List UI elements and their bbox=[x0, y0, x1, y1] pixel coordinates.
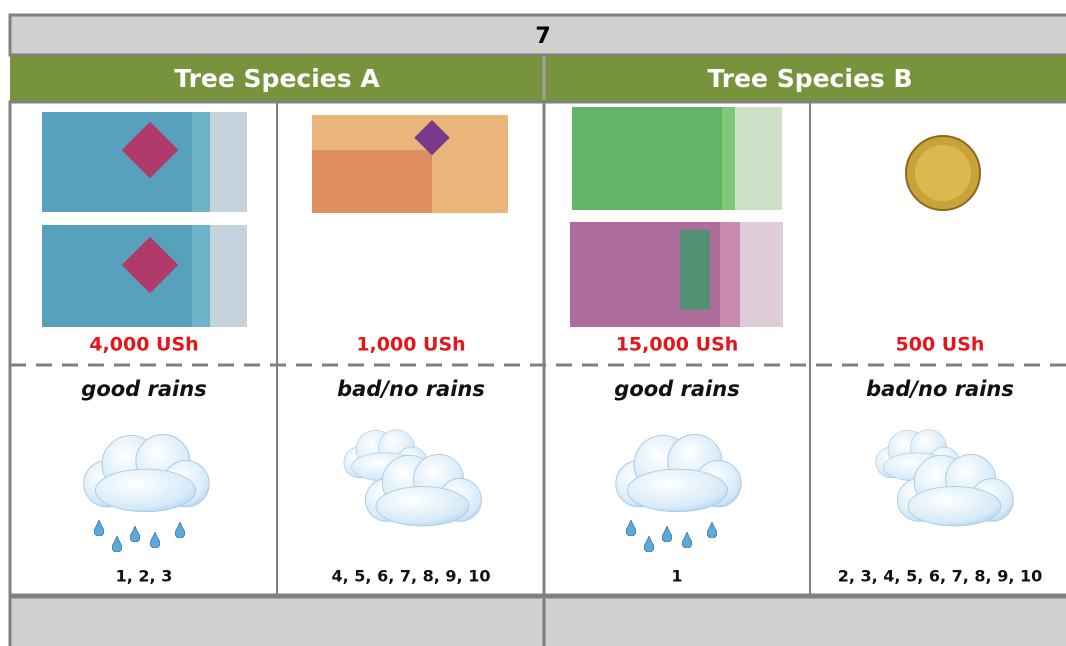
rain-label: good rains bbox=[614, 377, 739, 401]
banknote bbox=[312, 115, 508, 213]
outcomes: 1 bbox=[671, 567, 682, 586]
amount: 4,000 USh bbox=[89, 334, 198, 356]
rain-label: bad/no rains bbox=[337, 377, 485, 401]
banknote bbox=[42, 225, 247, 327]
card-number: 7 bbox=[535, 24, 550, 49]
rain-label: bad/no rains bbox=[866, 377, 1014, 401]
rain-label: good rains bbox=[81, 377, 206, 401]
outcomes: 1, 2, 3 bbox=[116, 567, 173, 586]
banknote bbox=[42, 112, 247, 212]
coin bbox=[906, 136, 980, 210]
outcomes: 2, 3, 4, 5, 6, 7, 8, 9, 10 bbox=[838, 567, 1043, 586]
amount: 1,000 USh bbox=[356, 334, 465, 356]
banknote bbox=[570, 222, 783, 327]
amount: 500 USh bbox=[896, 334, 985, 356]
amount: 15,000 USh bbox=[616, 334, 739, 356]
card: 7 Tree Species A Tree Species B bbox=[0, 0, 1066, 646]
species-title: Tree Species B bbox=[707, 64, 912, 93]
footer-row bbox=[10, 597, 1066, 646]
species-title: Tree Species A bbox=[174, 64, 380, 93]
banknote bbox=[572, 107, 782, 210]
outcomes: 4, 5, 6, 7, 8, 9, 10 bbox=[332, 567, 491, 586]
